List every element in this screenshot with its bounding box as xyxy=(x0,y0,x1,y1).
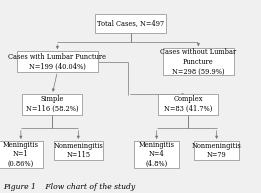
Text: Meningitis
N=4
(4.8%): Meningitis N=4 (4.8%) xyxy=(139,141,175,168)
Text: Figure 1    Flow chart of the study: Figure 1 Flow chart of the study xyxy=(3,183,135,191)
FancyBboxPatch shape xyxy=(0,141,43,168)
FancyBboxPatch shape xyxy=(194,141,239,160)
FancyBboxPatch shape xyxy=(17,51,98,72)
Text: Meningitis
N=1
(0.86%): Meningitis N=1 (0.86%) xyxy=(3,141,39,168)
FancyBboxPatch shape xyxy=(158,94,218,115)
Text: Nonmeningitis
N=115: Nonmeningitis N=115 xyxy=(54,142,103,159)
Text: Cases with Lumbar Puncture
N=199 (40.04%): Cases with Lumbar Puncture N=199 (40.04%… xyxy=(8,53,106,71)
FancyBboxPatch shape xyxy=(22,94,82,115)
FancyBboxPatch shape xyxy=(95,14,166,33)
FancyBboxPatch shape xyxy=(134,141,179,168)
Text: Simple
N=116 (58.2%): Simple N=116 (58.2%) xyxy=(26,95,79,113)
Text: Cases without Lumbar
Puncture
N=298 (59.9%): Cases without Lumbar Puncture N=298 (59.… xyxy=(160,48,236,76)
Text: Total Cases, N=497: Total Cases, N=497 xyxy=(97,19,164,27)
Text: Nonmeningitis
N=79: Nonmeningitis N=79 xyxy=(192,142,241,159)
FancyBboxPatch shape xyxy=(163,48,234,75)
Text: Complex
N=83 (41.7%): Complex N=83 (41.7%) xyxy=(164,95,212,113)
FancyBboxPatch shape xyxy=(54,141,103,160)
